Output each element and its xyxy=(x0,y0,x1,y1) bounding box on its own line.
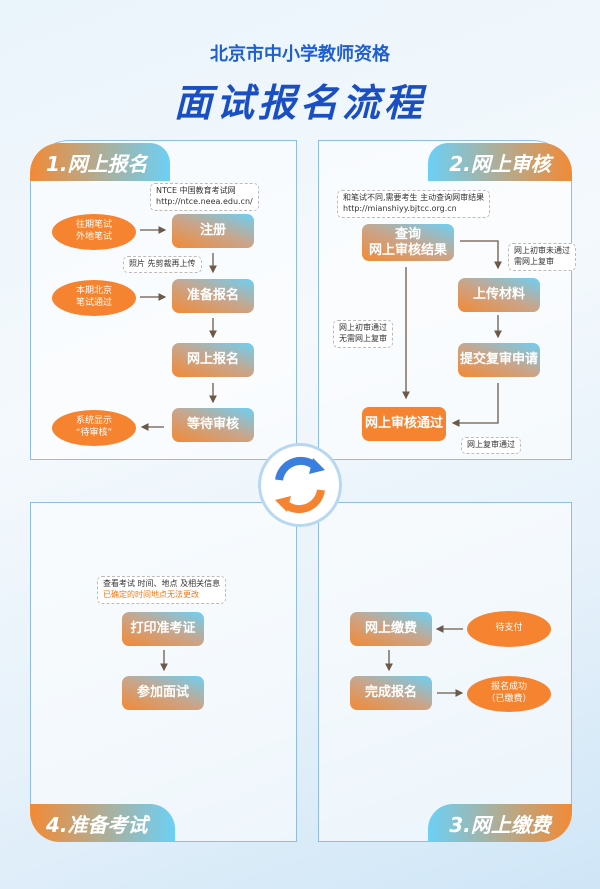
ntce-link[interactable]: http://ntce.neea.edu.cn/ xyxy=(156,196,253,206)
note-initial-passed: 网上初审通过 无需网上复审 xyxy=(333,320,393,348)
step-online-registration: 网上报名 xyxy=(172,343,254,377)
line: 网上初审通过 xyxy=(339,323,387,332)
panel-prepare-exam xyxy=(30,502,297,842)
line: 查询 xyxy=(394,226,421,242)
tab-prepare-exam: 4.准备考试 xyxy=(30,804,175,842)
ellipse-system-status: 系统显示 “待审核” xyxy=(52,410,136,446)
subtitle: 北京市中小学教师资格 xyxy=(210,44,390,65)
note-line: 和笔试不同,需要考生 主动查询网审结果 xyxy=(343,193,485,202)
cycle-icon xyxy=(258,443,342,527)
ellipse-past-exam: 往期笔试 外地笔试 xyxy=(52,214,136,250)
line: 外地笔试 xyxy=(75,232,112,242)
ellipse-current-beijing: 本期北京 笔试通过 xyxy=(52,280,136,316)
step-review-passed: 网上审核通过 xyxy=(362,407,446,441)
step-register: 注册 xyxy=(172,214,254,248)
tab-online-payment: 3.网上缴费 xyxy=(428,804,572,842)
step-prepare-registration: 准备报名 xyxy=(172,279,254,313)
line: 查看考试 时间、地点 及相关信息 xyxy=(103,579,221,588)
tab-online-review: 2.网上审核 xyxy=(428,143,572,181)
step-await-review: 等待审核 xyxy=(172,408,254,442)
step-check-result: 查询 网上审核结果 xyxy=(362,224,454,261)
line: 无需网上复审 xyxy=(339,333,387,343)
step-print-admission-ticket: 打印准考证 xyxy=(122,612,204,646)
page-title: 面试报名流程 xyxy=(173,81,426,125)
line: 往期笔试 xyxy=(75,220,112,231)
ellipse-registration-success: 报名成功 （已缴费） xyxy=(467,676,551,712)
ellipse-pending-payment: 待支付 xyxy=(467,611,551,647)
note-initial-failed: 网上初审未通过 需网上复审 xyxy=(508,243,576,271)
note-line: NTCE 中国教育考试网 xyxy=(156,186,236,195)
note-ntce: NTCE 中国教育考试网 http://ntce.neea.edu.cn/ xyxy=(150,183,259,211)
line: “待审核” xyxy=(75,428,113,438)
line: 报名成功 xyxy=(490,682,527,693)
step-online-payment: 网上缴费 xyxy=(350,612,432,646)
note-photo: 照片 先剪裁再上传 xyxy=(123,256,202,273)
line: 网上审核结果 xyxy=(368,242,447,258)
tab-online-registration: 1.网上报名 xyxy=(30,143,170,181)
step-complete-registration: 完成报名 xyxy=(350,676,432,710)
warning-line: 已确定的时间地点无法更改 xyxy=(103,589,199,599)
line: （已缴费） xyxy=(486,694,532,704)
step-submit-rereview: 提交复审申请 xyxy=(458,343,540,377)
panel-online-payment xyxy=(318,502,572,842)
note-rereview-passed: 网上复审通过 xyxy=(461,437,521,454)
line: 需网上复审 xyxy=(514,256,554,266)
line: 网上初审未通过 xyxy=(514,246,570,255)
note-check-result: 和笔试不同,需要考生 主动查询网审结果 http://mianshiyy.bjtc… xyxy=(337,190,491,218)
line: 本期北京 xyxy=(75,286,112,297)
step-attend-interview: 参加面试 xyxy=(122,676,204,710)
review-link[interactable]: http://mianshiyy.bjtcc.org.cn xyxy=(343,203,457,213)
note-exam-info: 查看考试 时间、地点 及相关信息 已确定的时间地点无法更改 xyxy=(97,576,227,604)
line: 笔试通过 xyxy=(75,298,112,308)
step-upload-materials: 上传材料 xyxy=(458,278,540,312)
line: 系统显示 xyxy=(75,416,112,427)
